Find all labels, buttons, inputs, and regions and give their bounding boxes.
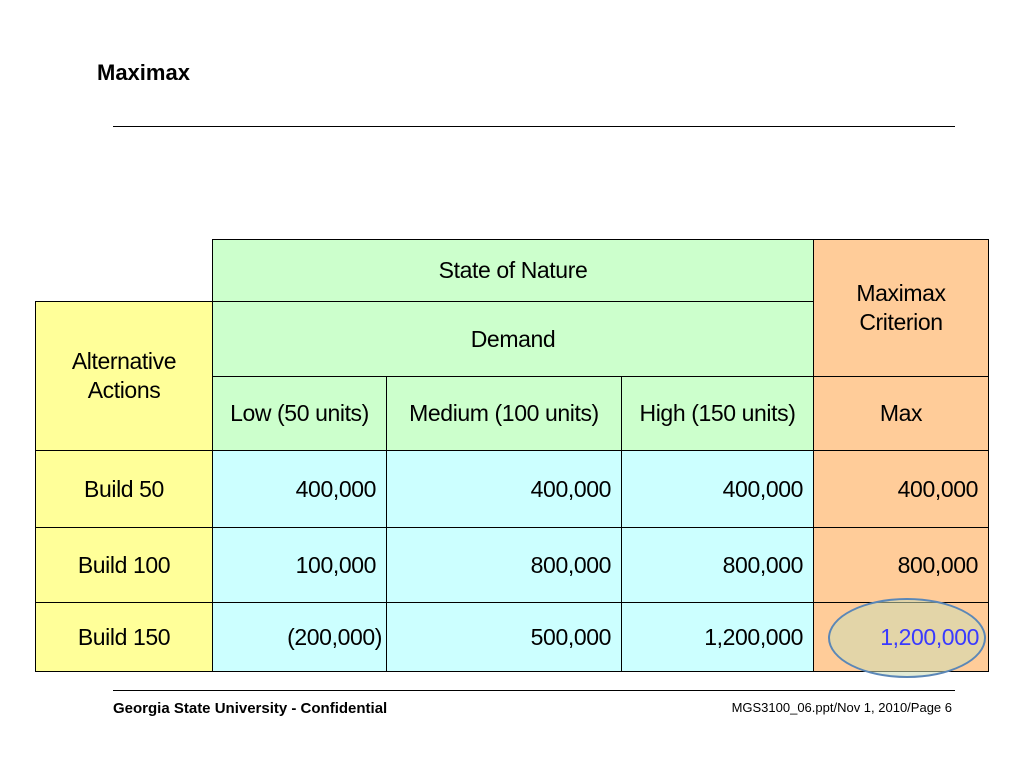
- alternative-actions-header: Alternative Actions: [35, 301, 213, 451]
- max-cell: 400,000: [813, 450, 989, 528]
- footer-divider: [113, 690, 955, 691]
- table-cell: (200,000): [212, 602, 387, 672]
- table-cell: 800,000: [621, 527, 814, 603]
- criterion-header: Maximax Criterion: [813, 239, 989, 377]
- state-of-nature-header: State of Nature: [212, 239, 814, 302]
- title-divider: [113, 126, 955, 127]
- table-cell: 400,000: [212, 450, 387, 528]
- demand-header: Demand: [212, 301, 814, 377]
- table-cell: 800,000: [386, 527, 622, 603]
- table-cell: 1,200,000: [621, 602, 814, 672]
- table-cell: 400,000: [386, 450, 622, 528]
- max-cell: 800,000: [813, 527, 989, 603]
- row-label-build-150: Build 150: [35, 602, 213, 672]
- highlight-oval: [828, 598, 986, 678]
- table-cell: 500,000: [386, 602, 622, 672]
- row-label-build-50: Build 50: [35, 450, 213, 528]
- table-cell: 100,000: [212, 527, 387, 603]
- slide-title: Maximax: [97, 60, 190, 85]
- maximax-result: 1,200,000: [880, 623, 979, 650]
- footer-page-info: MGS3100_06.ppt/Nov 1, 2010/Page 6: [731, 700, 952, 715]
- column-header-low: Low (50 units): [212, 376, 387, 451]
- table-cell: 400,000: [621, 450, 814, 528]
- footer-organization: Georgia State University - Confidential: [113, 700, 388, 717]
- column-header-high: High (150 units): [621, 376, 814, 451]
- column-header-medium: Medium (100 units): [386, 376, 622, 451]
- column-header-max: Max: [813, 376, 989, 451]
- row-label-build-100: Build 100: [35, 527, 213, 603]
